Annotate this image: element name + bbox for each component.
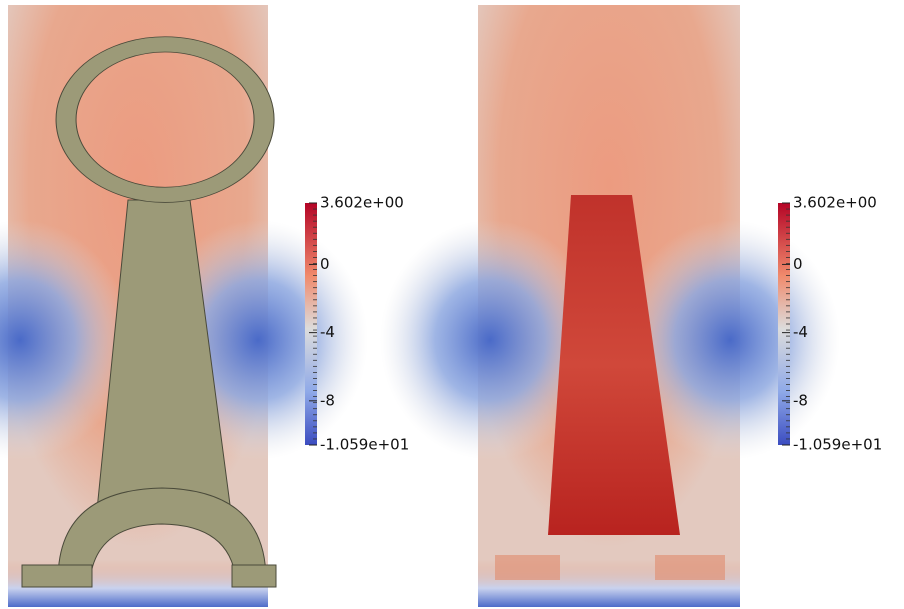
tick-label: -1.059e+01	[320, 436, 409, 454]
tick-label: 0	[320, 255, 330, 273]
figure: 3.602e+00 0 -4 -8 -1.059e+01 3.602e+00 0 -4 -8 -…	[0, 0, 904, 609]
tick-label: 3.602e+00	[793, 194, 877, 212]
tick-label: 3.602e+00	[320, 194, 404, 212]
tick-label: -4	[320, 323, 335, 341]
tick-label: -4	[793, 323, 808, 341]
tick-label: -1.059e+01	[793, 436, 882, 454]
tick-label: -8	[320, 391, 335, 409]
tick-label: -8	[793, 391, 808, 409]
tick-label: 0	[793, 255, 803, 273]
right-field	[380, 5, 840, 607]
